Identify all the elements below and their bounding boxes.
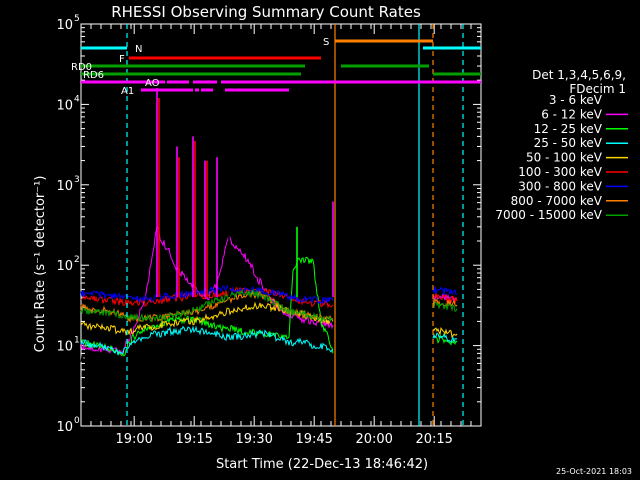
y-tick-label: 10 bbox=[56, 340, 73, 355]
legend-entry-label: 3 - 6 keV bbox=[549, 93, 603, 107]
legend-entry-label: 300 - 800 keV bbox=[518, 179, 602, 193]
series-line bbox=[432, 301, 458, 313]
timestamp-label: 25-Oct-2021 18:03 bbox=[556, 467, 632, 476]
legend-header: FDecim 1 bbox=[569, 82, 626, 96]
status-segment-label: F bbox=[119, 54, 125, 65]
series-line bbox=[80, 225, 334, 381]
series-line bbox=[432, 286, 458, 296]
status-segment-label: N bbox=[135, 44, 142, 55]
series-line bbox=[432, 326, 458, 339]
y-tick-label: 10 bbox=[56, 18, 73, 33]
legend-entry-label: 6 - 12 keV bbox=[541, 107, 603, 121]
y-tick-exponent: 2 bbox=[74, 255, 80, 265]
y-tick-exponent: 0 bbox=[74, 416, 80, 426]
status-segment-label: RD0 bbox=[71, 62, 92, 73]
legend-header: Det 1,3,4,5,6,9, bbox=[532, 68, 626, 82]
series-line bbox=[432, 291, 458, 305]
x-tick-label: 19:45 bbox=[295, 432, 332, 447]
chart-title: RHESSI Observing Summary Count Rates bbox=[111, 3, 421, 21]
legend-entry-label: 100 - 300 keV bbox=[518, 165, 602, 179]
y-tick-label: 10 bbox=[56, 259, 73, 274]
x-tick-label: 19:30 bbox=[235, 432, 272, 447]
series-line bbox=[432, 334, 458, 346]
x-tick-label: 19:15 bbox=[175, 432, 212, 447]
x-axis-label: Start Time (22-Dec-13 18:46:42) bbox=[216, 457, 428, 472]
status-segment-label: RD6 bbox=[83, 70, 104, 81]
status-segment-label: A1 bbox=[121, 86, 134, 97]
y-tick-label: 10 bbox=[56, 420, 73, 435]
x-tick-label: 20:15 bbox=[415, 432, 452, 447]
y-tick-exponent: 3 bbox=[74, 175, 80, 185]
series-line bbox=[80, 256, 334, 357]
x-tick-label: 19:00 bbox=[115, 432, 152, 447]
y-tick-exponent: 1 bbox=[74, 336, 80, 346]
y-tick-label: 10 bbox=[56, 98, 73, 113]
y-tick-exponent: 4 bbox=[74, 94, 80, 104]
legend-entry-label: 7000 - 15000 keV bbox=[495, 208, 602, 222]
series-line bbox=[432, 350, 458, 362]
y-tick-exponent: 5 bbox=[74, 14, 80, 24]
status-segment-label: S bbox=[323, 37, 329, 48]
y-axis-label: Count Rate (s⁻¹ detector⁻¹) bbox=[33, 176, 48, 353]
series-line bbox=[432, 332, 458, 343]
legend-entry-label: 800 - 7000 keV bbox=[511, 194, 603, 208]
y-tick-label: 10 bbox=[56, 179, 73, 194]
series-line bbox=[80, 325, 334, 356]
legend-entry-label: 50 - 100 keV bbox=[526, 151, 603, 165]
series-line bbox=[80, 288, 334, 323]
legend-entry-label: 25 - 50 keV bbox=[534, 136, 603, 150]
legend-entry-label: 12 - 25 keV bbox=[534, 122, 603, 136]
x-tick-label: 20:00 bbox=[355, 432, 392, 447]
status-segment-label: AO bbox=[145, 78, 160, 89]
